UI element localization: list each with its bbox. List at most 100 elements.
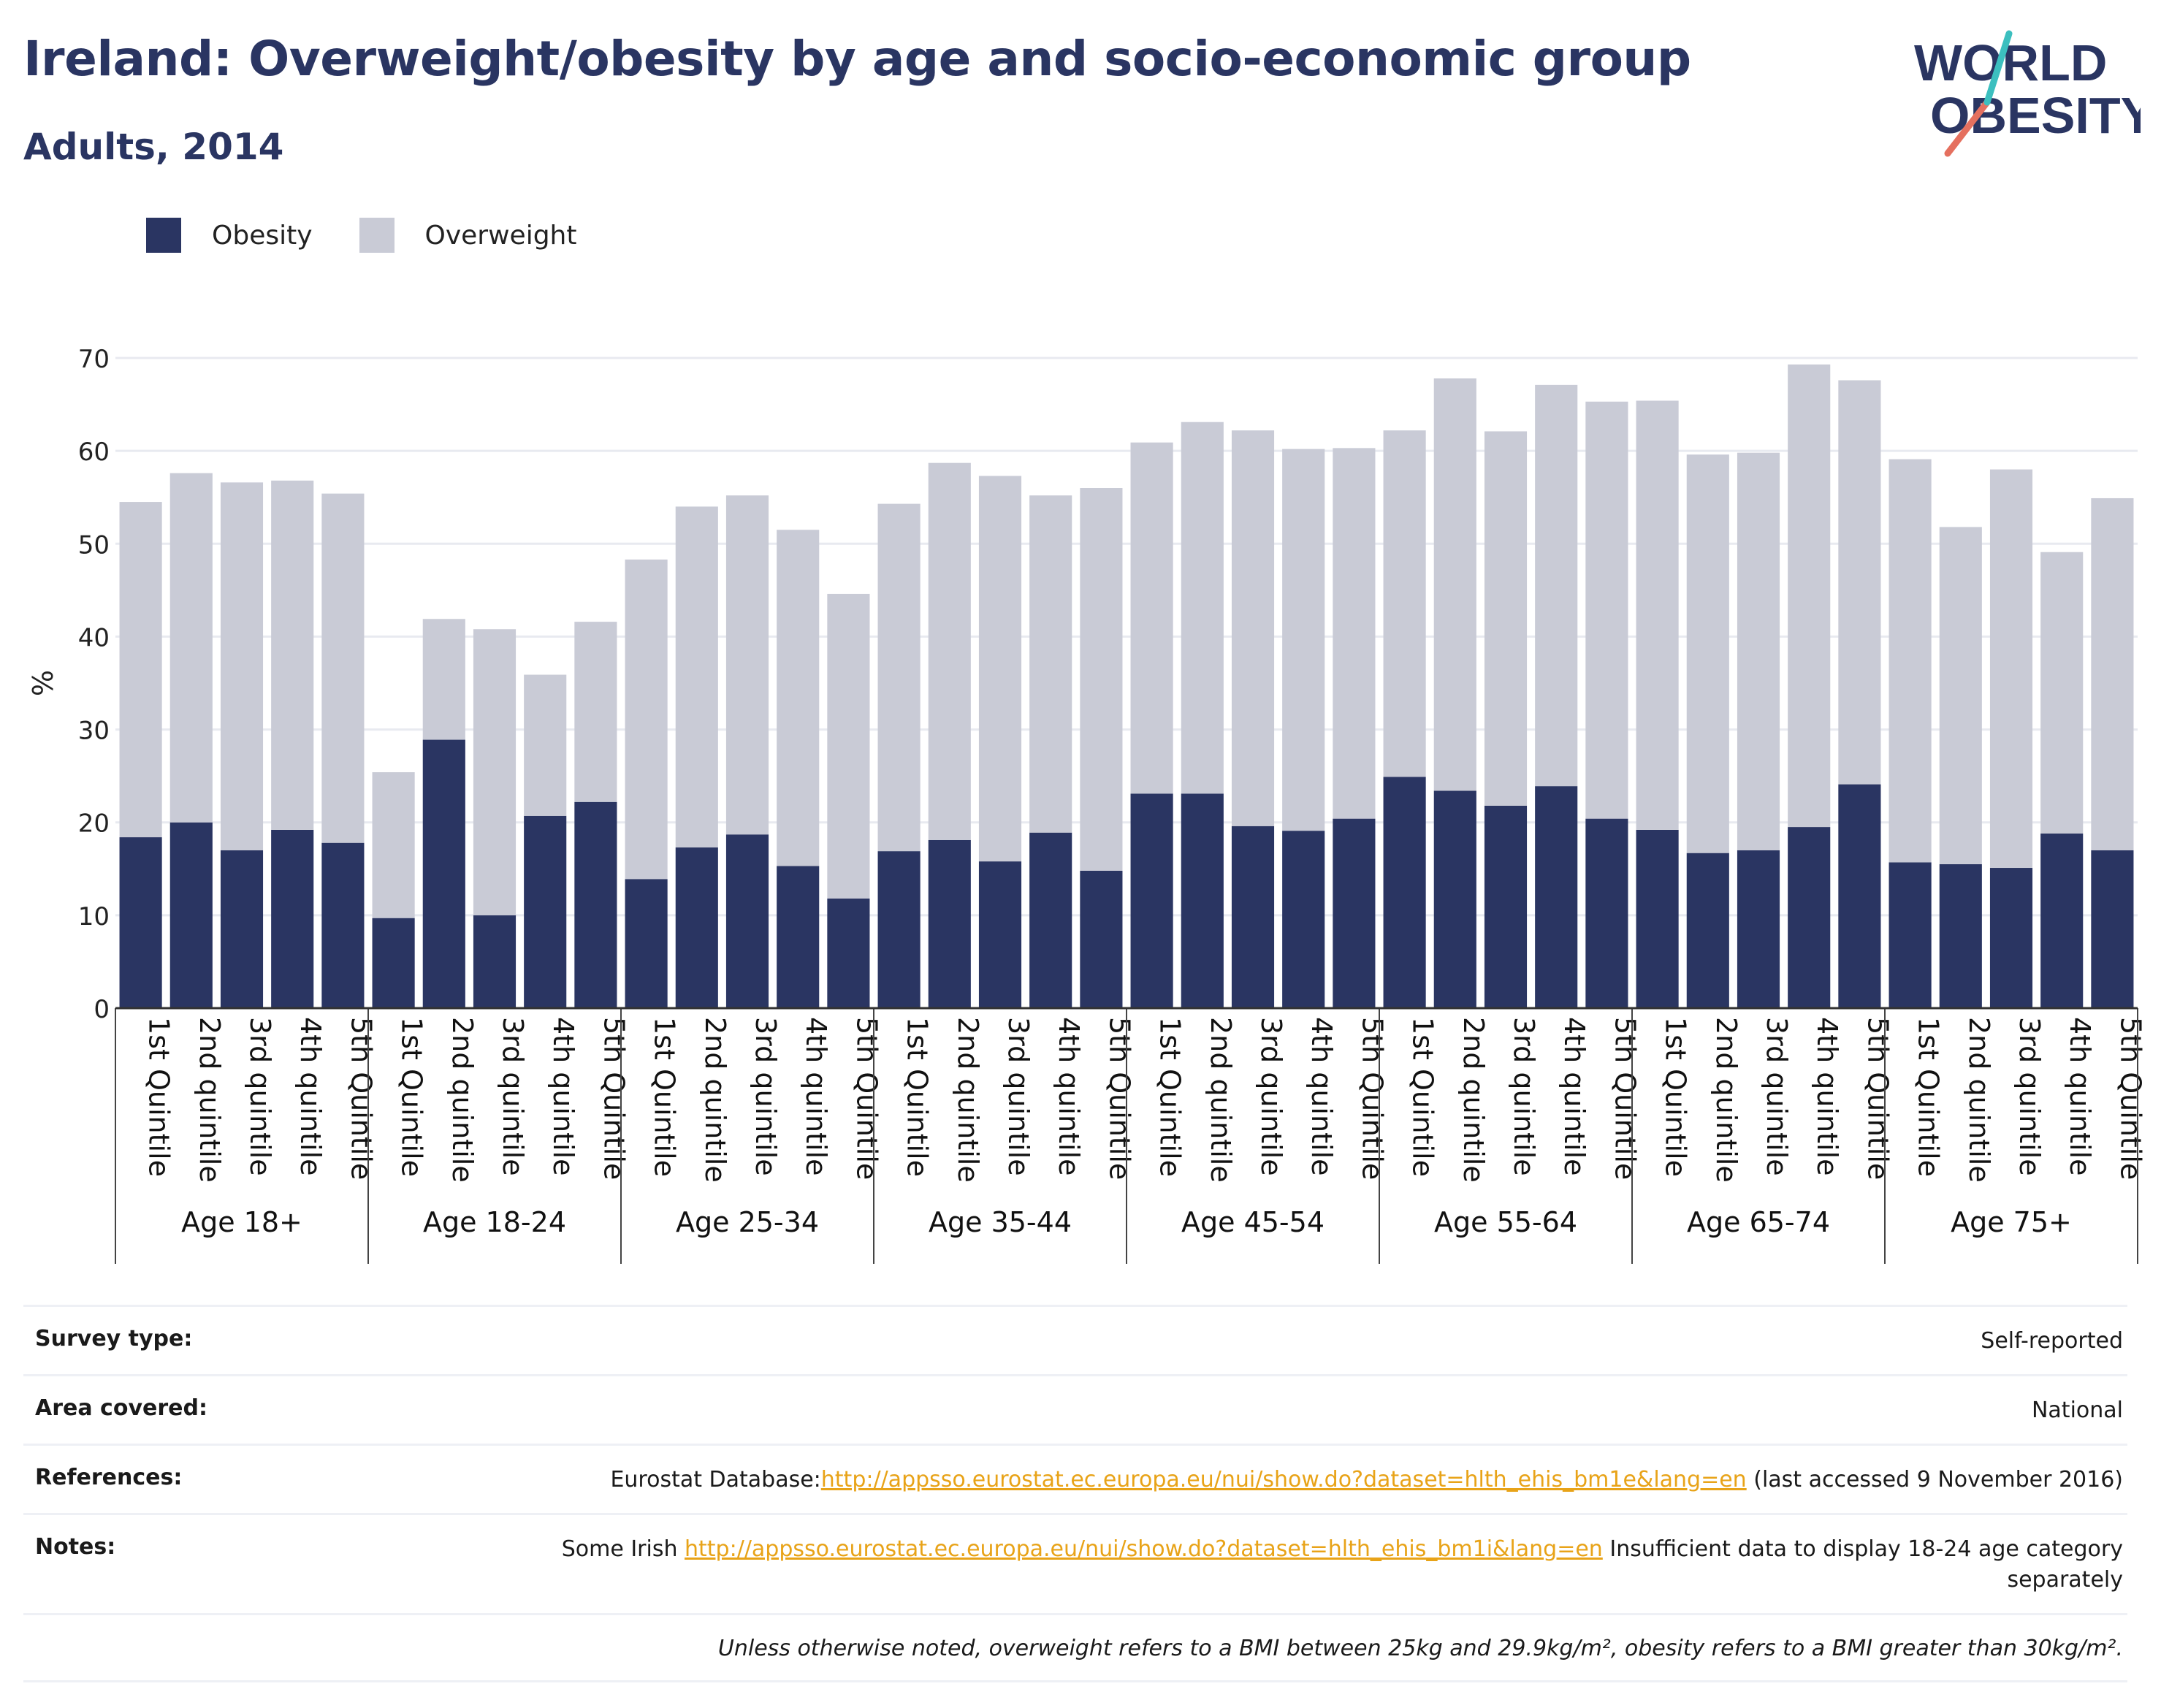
x-tick-label: 1st Quintile: [1407, 1017, 1439, 1177]
bar-obesity: [372, 918, 415, 1008]
meta-value: Eurostat Database:http://appsso.eurostat…: [610, 1465, 2127, 1495]
bar-obesity: [725, 834, 769, 1008]
meta-value-text: Some Irish: [561, 1536, 685, 1562]
bar-obesity: [1737, 850, 1780, 1008]
notes-link[interactable]: http://appsso.eurostat.ec.europa.eu/nui/…: [685, 1536, 1603, 1562]
x-tick-label: 1st Quintile: [902, 1017, 934, 1177]
bar-overweight: [725, 495, 769, 835]
x-tick-label: 1st Quintile: [1154, 1017, 1186, 1177]
bar-overweight: [1484, 431, 1528, 806]
x-tick-label: 1st Quintile: [143, 1017, 175, 1177]
x-tick-label: 5th Quintile: [1861, 1017, 1894, 1180]
bar-overweight: [321, 493, 365, 843]
world-obesity-logo: WORLD OBESITY: [1914, 30, 2141, 157]
bar-obesity: [524, 815, 567, 1008]
legend-item-overweight: Overweight: [359, 218, 576, 253]
meta-row-survey-type: Survey type: Self-reported: [23, 1305, 2127, 1374]
bar-overweight: [1080, 488, 1123, 871]
y-tick-label: 40: [78, 623, 110, 652]
bar-overweight: [1535, 384, 1578, 787]
meta-key: References:: [35, 1465, 183, 1490]
bar-overweight: [1737, 452, 1780, 850]
meta-value: Some Irish http://appsso.eurostat.ec.eur…: [473, 1534, 2127, 1595]
group-label: Age 25-34: [676, 1206, 819, 1238]
bar-overweight: [169, 473, 213, 823]
bar-overweight: [877, 503, 921, 852]
x-tick-label: 1st Quintile: [396, 1017, 428, 1177]
x-tick-label: 1st Quintile: [649, 1017, 681, 1177]
bar-overweight: [978, 476, 1022, 862]
bar-obesity: [1889, 862, 1932, 1008]
meta-key: Survey type:: [35, 1326, 193, 1351]
x-tick-label: 3rd quintile: [244, 1017, 276, 1176]
meta-value-text: National: [2031, 1398, 2123, 1423]
bar-obesity: [473, 915, 517, 1008]
x-tick-label: 5th Quintile: [1356, 1017, 1388, 1180]
bar-obesity: [877, 851, 921, 1008]
bar-obesity: [928, 839, 971, 1008]
meta-value-after: (last accessed 9 November 2016): [1746, 1467, 2123, 1492]
bar-obesity: [1636, 829, 1679, 1008]
x-tick-label: 4th quintile: [2064, 1017, 2096, 1175]
bar-overweight: [1636, 400, 1679, 830]
bar-obesity: [271, 829, 314, 1008]
group-label: Age 35-44: [929, 1206, 1072, 1238]
bar-overweight: [1029, 495, 1072, 833]
bar-obesity: [1333, 818, 1376, 1008]
bar-obesity: [625, 879, 668, 1008]
x-tick-label: 3rd quintile: [1508, 1017, 1540, 1176]
group-label: Age 65-74: [1687, 1206, 1830, 1238]
x-tick-label: 4th quintile: [800, 1017, 832, 1175]
page-subtitle: Adults, 2014: [23, 126, 284, 168]
bar-overweight: [1282, 449, 1325, 831]
bar-overweight: [827, 593, 870, 899]
metadata-table: Survey type: Self-reported Area covered:…: [23, 1305, 2127, 1682]
y-tick-label: 0: [94, 995, 110, 1024]
x-tick-label: 4th quintile: [1306, 1017, 1338, 1175]
bar-overweight: [1838, 380, 1881, 785]
bar-overweight: [1231, 430, 1275, 826]
reference-link[interactable]: http://appsso.eurostat.ec.europa.eu/nui/…: [820, 1467, 1747, 1492]
x-tick-label: 2nd quintile: [1710, 1017, 1742, 1183]
x-tick-label: 1st Quintile: [1660, 1017, 1692, 1177]
bar-overweight: [777, 530, 820, 866]
legend-swatch-obesity: [146, 218, 181, 253]
y-tick-label: 10: [78, 902, 110, 931]
bar-overweight: [1939, 527, 1982, 864]
x-tick-label: 2nd quintile: [699, 1017, 731, 1183]
meta-value-text: Self-reported: [1981, 1328, 2123, 1354]
x-tick-label: 3rd quintile: [1002, 1017, 1034, 1176]
x-tick-label: 2nd quintile: [1963, 1017, 1995, 1183]
x-tick-label: 5th Quintile: [345, 1017, 377, 1180]
x-tick-label: 2nd quintile: [446, 1017, 479, 1183]
x-tick-label: 4th quintile: [547, 1017, 579, 1175]
group-label: Age 55-64: [1434, 1206, 1577, 1238]
x-tick-label: 3rd quintile: [1761, 1017, 1793, 1176]
bar-overweight: [372, 772, 415, 918]
page-title: Ireland: Overweight/obesity by age and s…: [23, 31, 1691, 87]
bar-overweight: [524, 674, 567, 816]
bar-obesity: [1231, 826, 1275, 1008]
bar-overweight: [675, 506, 718, 848]
x-tick-label: 1st Quintile: [1913, 1017, 1945, 1177]
chart-legend: Obesity Overweight: [146, 216, 623, 254]
bar-obesity: [321, 842, 365, 1008]
bar-overweight: [1788, 364, 1831, 828]
bar-overweight: [1130, 442, 1173, 794]
bar-obesity: [2040, 833, 2084, 1008]
legend-swatch-overweight: [359, 218, 395, 253]
bar-overweight: [271, 480, 314, 830]
y-tick-label: 20: [78, 809, 110, 839]
bar-obesity: [827, 898, 870, 1008]
x-tick-label: 2nd quintile: [194, 1017, 226, 1183]
meta-value: Self-reported: [1981, 1326, 2127, 1357]
bar-overweight: [1989, 469, 2033, 869]
y-tick-label: 70: [78, 345, 110, 374]
meta-row-notes: Notes: Some Irish http://appsso.eurostat…: [23, 1513, 2127, 1613]
bar-obesity: [1181, 793, 1224, 1008]
bar-obesity: [1433, 790, 1476, 1008]
svg-text:WORLD: WORLD: [1914, 34, 2107, 91]
legend-label-obesity: Obesity: [212, 220, 313, 251]
bar-obesity: [1282, 831, 1325, 1008]
bar-overweight: [928, 462, 971, 840]
